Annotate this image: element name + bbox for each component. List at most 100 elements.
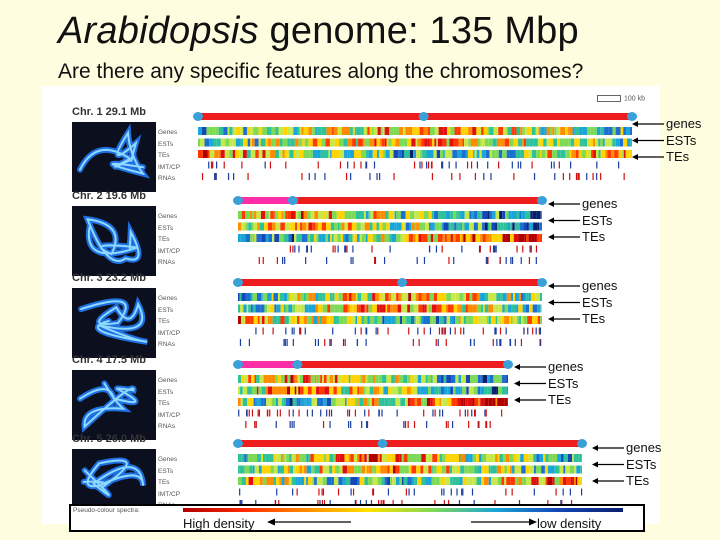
feature-tick xyxy=(337,488,340,496)
density-cell xyxy=(548,454,553,462)
density-cell xyxy=(294,375,298,383)
feature-tick xyxy=(533,173,536,180)
feature-tick xyxy=(426,161,428,169)
density-cell xyxy=(339,222,342,231)
density-cell xyxy=(466,386,469,395)
density-cell xyxy=(399,465,405,474)
density-cell xyxy=(252,293,257,301)
density-cell xyxy=(301,127,304,135)
density-cell xyxy=(288,477,292,485)
feature-tick xyxy=(373,161,376,169)
density-cell xyxy=(332,127,334,135)
density-cell xyxy=(301,150,304,158)
density-cell xyxy=(367,127,370,135)
density-cell xyxy=(489,222,492,231)
density-cell xyxy=(407,375,411,383)
density-cell xyxy=(512,316,515,324)
density-cell xyxy=(357,316,360,324)
density-cell xyxy=(238,477,242,485)
density-cell xyxy=(318,211,323,219)
density-cell xyxy=(525,211,531,219)
density-cell xyxy=(304,138,309,147)
density-cell xyxy=(514,222,520,231)
density-cell xyxy=(575,150,579,158)
density-cell xyxy=(431,150,434,158)
feature-tick xyxy=(216,161,218,169)
density-cell xyxy=(279,465,285,474)
density-cell xyxy=(249,398,254,406)
density-cell xyxy=(547,150,553,158)
density-cell xyxy=(514,477,519,485)
density-cell xyxy=(258,127,263,135)
density-cell xyxy=(326,316,330,324)
density-cell xyxy=(461,234,464,242)
density-cell xyxy=(611,150,615,158)
track-name: Genes xyxy=(158,377,178,384)
density-cell xyxy=(238,293,240,301)
feature-tick xyxy=(298,409,300,417)
feature-tick xyxy=(550,161,553,169)
density-cell xyxy=(320,150,326,158)
density-cell xyxy=(422,304,425,313)
density-cell xyxy=(346,398,351,406)
density-cell xyxy=(470,375,475,383)
density-cell xyxy=(283,304,286,313)
density-cell xyxy=(251,386,257,395)
density-cell xyxy=(571,150,574,158)
feature-tick xyxy=(345,173,348,180)
density-cell xyxy=(370,211,374,219)
arrow-head xyxy=(592,478,598,484)
density-cell xyxy=(282,138,288,147)
density-cell xyxy=(266,477,270,485)
feature-tick xyxy=(430,161,433,169)
density-cell xyxy=(295,477,298,485)
density-cell xyxy=(434,293,438,301)
density-cell xyxy=(343,234,346,242)
density-cell xyxy=(440,375,444,383)
feature-tick xyxy=(365,161,367,169)
density-cell xyxy=(474,211,478,219)
density-cell xyxy=(534,465,536,474)
density-cell xyxy=(339,454,345,462)
density-cell xyxy=(478,316,483,324)
density-cell xyxy=(386,293,389,301)
feature-tick xyxy=(487,257,489,264)
feature-tick xyxy=(262,257,264,264)
density-cell xyxy=(510,234,514,242)
density-cell xyxy=(282,454,285,462)
density-cell xyxy=(395,477,400,485)
density-cell xyxy=(542,477,546,485)
density-cell xyxy=(254,211,257,219)
density-cell xyxy=(464,222,470,231)
density-cell xyxy=(540,150,542,158)
density-cell xyxy=(265,138,268,147)
density-cell xyxy=(390,454,396,462)
density-cell xyxy=(357,477,360,485)
density-cell xyxy=(360,304,365,313)
feature-tick xyxy=(326,409,328,417)
density-cell xyxy=(472,293,477,301)
density-cell xyxy=(567,454,573,462)
density-cell xyxy=(455,398,458,406)
density-cell xyxy=(468,127,473,135)
density-cell xyxy=(502,234,506,242)
density-cell xyxy=(559,477,564,485)
density-cell xyxy=(432,375,437,383)
chromosome-bar xyxy=(198,113,632,120)
density-cell xyxy=(293,127,298,135)
density-cell xyxy=(441,211,446,219)
density-cell xyxy=(306,465,312,474)
density-cell xyxy=(538,477,543,485)
density-cell xyxy=(317,138,322,147)
chromosome-highlight xyxy=(82,459,145,496)
density-cell xyxy=(264,316,268,324)
feature-tick xyxy=(539,327,542,335)
density-cell xyxy=(524,234,527,242)
density-cell xyxy=(403,150,407,158)
density-cell xyxy=(382,234,385,242)
feature-tick xyxy=(562,488,564,496)
density-cell xyxy=(523,316,528,324)
density-cell xyxy=(538,127,541,135)
feature-tick xyxy=(314,339,317,346)
density-cell xyxy=(204,138,210,147)
